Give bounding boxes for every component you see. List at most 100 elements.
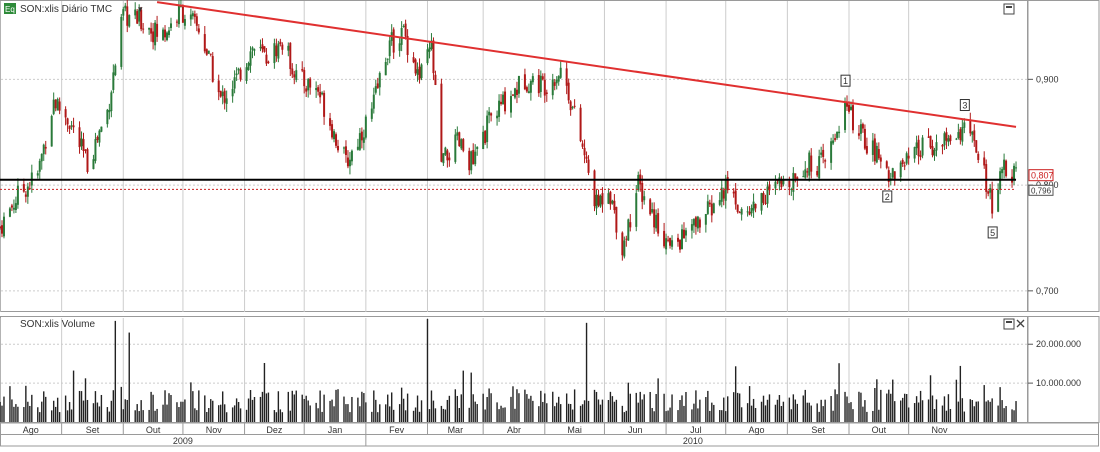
volume-bar bbox=[476, 404, 478, 422]
candle-body bbox=[150, 28, 153, 34]
candle-body bbox=[989, 188, 992, 193]
volume-bar bbox=[740, 407, 743, 422]
volume-bar bbox=[1013, 410, 1015, 422]
volume-bar bbox=[949, 408, 952, 422]
candle-body bbox=[303, 70, 306, 87]
trend-lines bbox=[0, 1, 1017, 190]
volume-bar bbox=[560, 404, 562, 422]
volume-bar bbox=[681, 395, 683, 422]
candle-body bbox=[927, 136, 930, 138]
chevron-down-icon[interactable]: ▾ bbox=[138, 4, 143, 14]
volume-bar bbox=[428, 409, 431, 422]
candle-body bbox=[780, 180, 783, 188]
volume-bar bbox=[231, 407, 234, 422]
volume-bar bbox=[880, 389, 882, 422]
candle-body bbox=[448, 157, 451, 161]
candle-body bbox=[583, 147, 586, 156]
candle-body bbox=[752, 201, 755, 211]
volume-bar bbox=[156, 408, 158, 422]
volume-tick-label: 10.000.000 bbox=[1036, 378, 1081, 388]
candle-body bbox=[931, 146, 934, 156]
volume-bar bbox=[721, 410, 723, 422]
candle-body bbox=[943, 133, 946, 146]
candle-body bbox=[887, 170, 890, 182]
candle-body bbox=[476, 146, 479, 150]
volume-bar bbox=[915, 396, 918, 422]
candle-body bbox=[364, 116, 367, 138]
month-label: Set bbox=[86, 425, 100, 435]
candle-body bbox=[834, 138, 837, 140]
close-icon[interactable] bbox=[1016, 319, 1025, 328]
candle-body bbox=[86, 149, 89, 172]
candle-body bbox=[955, 138, 958, 140]
candle-body bbox=[142, 28, 145, 30]
volume-bar bbox=[1, 405, 3, 422]
candle-body bbox=[92, 159, 95, 170]
candle-body bbox=[663, 230, 666, 247]
volume-bar bbox=[112, 390, 115, 422]
candle-body bbox=[406, 36, 409, 55]
candle-body bbox=[877, 149, 880, 159]
volume-bar bbox=[319, 390, 321, 422]
candle-body bbox=[569, 101, 572, 111]
volume-bar bbox=[713, 404, 715, 422]
volume-bar bbox=[556, 402, 558, 422]
candle-body bbox=[696, 216, 699, 229]
volume-bar bbox=[82, 400, 85, 422]
volume-bar bbox=[184, 399, 186, 422]
volume-bar bbox=[846, 396, 848, 422]
volume-bar bbox=[152, 394, 154, 422]
candle-body bbox=[414, 59, 417, 74]
candle-body bbox=[370, 108, 373, 119]
candle-body bbox=[430, 40, 433, 49]
volume-bar bbox=[901, 397, 904, 422]
candle-body bbox=[287, 45, 290, 51]
candle-body bbox=[496, 115, 499, 119]
candle-body bbox=[28, 188, 31, 190]
volume-bar bbox=[587, 400, 590, 422]
candle-body bbox=[344, 146, 347, 156]
volume-axis-panel bbox=[1027, 316, 1100, 423]
volume-bar bbox=[3, 396, 5, 422]
volume-bar bbox=[649, 391, 651, 422]
candle-body bbox=[718, 200, 721, 205]
candle-body bbox=[333, 131, 336, 140]
candle-body bbox=[114, 65, 117, 76]
wave-marker-box bbox=[840, 74, 851, 87]
volume-bar bbox=[25, 385, 27, 422]
candle-body bbox=[136, 11, 139, 24]
volume-bar bbox=[387, 394, 389, 422]
volume-bar bbox=[225, 412, 228, 422]
volume-bar bbox=[448, 395, 451, 422]
maximize-price-button[interactable] bbox=[1003, 3, 1015, 15]
candle-body bbox=[323, 92, 326, 117]
volume-bar bbox=[84, 378, 87, 422]
volume-bar bbox=[625, 410, 628, 422]
volume-bar bbox=[999, 387, 1001, 422]
volume-bar bbox=[379, 404, 381, 422]
candle-body bbox=[985, 164, 988, 192]
volume-bar bbox=[43, 391, 45, 422]
month-label: Jan bbox=[328, 425, 343, 435]
candle-body bbox=[513, 88, 516, 98]
candle-body bbox=[38, 160, 41, 172]
maximize-volume-button[interactable] bbox=[1003, 318, 1015, 330]
volume-bar bbox=[762, 395, 765, 422]
candle-body bbox=[903, 165, 906, 167]
candle-body bbox=[959, 129, 962, 141]
volume-bar bbox=[860, 392, 862, 422]
candle-body bbox=[360, 131, 363, 141]
candle-body bbox=[625, 238, 628, 240]
candle-body bbox=[875, 145, 878, 163]
volume-bar bbox=[905, 394, 908, 422]
volume-bar bbox=[192, 391, 194, 422]
volume-bar bbox=[78, 390, 81, 422]
candle-body bbox=[851, 105, 854, 131]
candle-body bbox=[1003, 159, 1006, 170]
candle-body bbox=[454, 134, 457, 162]
year-label: 2010 bbox=[683, 436, 703, 446]
eq-badge[interactable] bbox=[4, 3, 16, 14]
candle-body bbox=[692, 219, 695, 226]
volume-bar bbox=[100, 394, 103, 422]
volume-bar bbox=[627, 382, 630, 422]
